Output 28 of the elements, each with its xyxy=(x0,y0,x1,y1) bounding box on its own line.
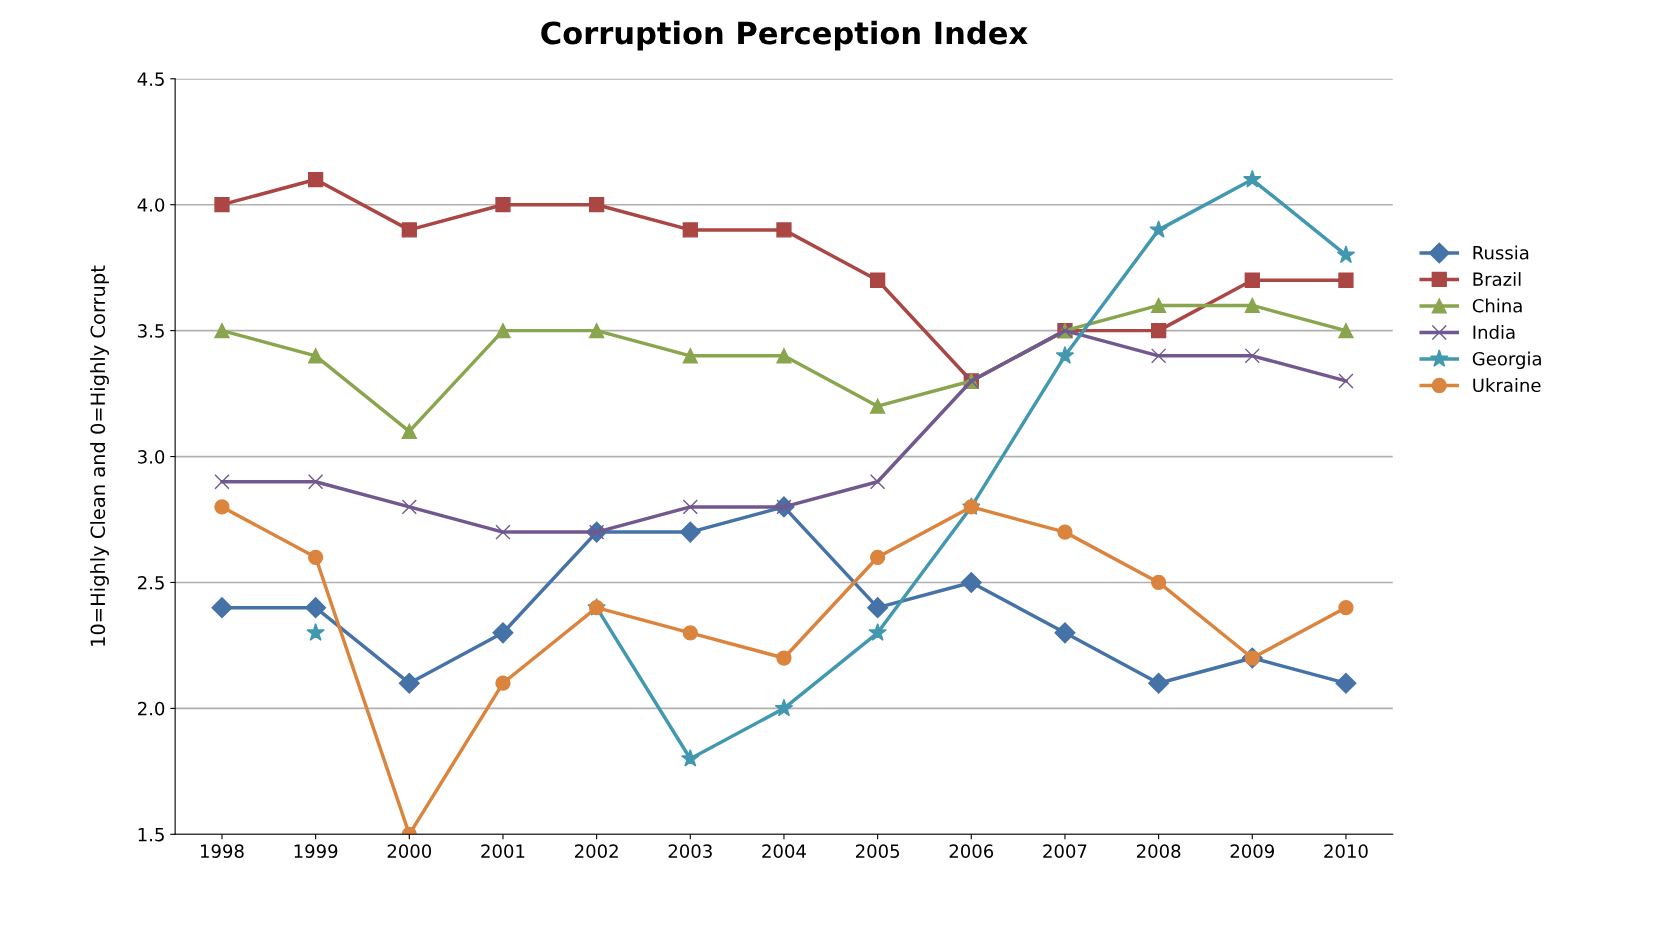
y-tick-label: 2.0 xyxy=(138,701,165,716)
legend-label: China xyxy=(1472,298,1522,313)
y-tick-label: 2.5 xyxy=(138,575,164,590)
x-tick-label: 1998 xyxy=(200,844,244,858)
x-tick-label: 2008 xyxy=(1136,844,1181,858)
legend-label: Ukraine xyxy=(1473,378,1541,393)
x-tick-label: 2001 xyxy=(481,844,525,858)
legend-label: Brazil xyxy=(1473,272,1521,287)
x-tick-label: 2002 xyxy=(574,844,618,858)
legend-label: Russia xyxy=(1473,245,1529,260)
legend-label: Georgia xyxy=(1472,351,1541,370)
x-tick-label: 2005 xyxy=(855,844,900,858)
x-tick-label: 2010 xyxy=(1324,844,1368,858)
x-tick-label: 2004 xyxy=(762,844,806,858)
chart-title: Corruption Perception Index xyxy=(541,20,1028,51)
y-axis-title: 10=Highly Clean and 0=Highly Corrupt xyxy=(90,265,109,646)
legend-label: India xyxy=(1473,325,1515,340)
y-tick-label: 3.0 xyxy=(138,450,165,464)
x-tick-label: 2007 xyxy=(1043,844,1087,858)
y-tick-label: 4.0 xyxy=(137,198,165,212)
x-tick-label: 2003 xyxy=(668,844,712,858)
x-tick-label: 1999 xyxy=(294,844,338,858)
x-tick-label: 2009 xyxy=(1230,844,1274,858)
x-tick-label: 2000 xyxy=(387,844,432,858)
y-tick-label: 4.5 xyxy=(137,72,164,86)
y-tick-label: 3.5 xyxy=(138,324,164,338)
x-tick-label: 2006 xyxy=(949,844,994,858)
y-tick-label: 1.5 xyxy=(138,828,164,842)
